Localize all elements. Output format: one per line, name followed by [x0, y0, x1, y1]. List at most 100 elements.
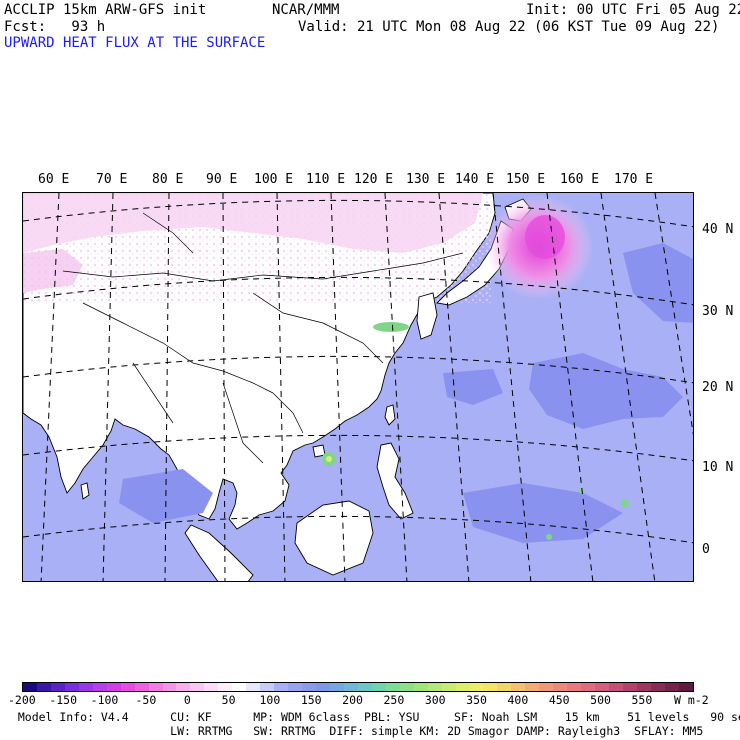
colorbar-swatch: [23, 683, 37, 691]
colorbar-tick-label: -150: [49, 693, 78, 707]
borneo-island: [294, 500, 374, 576]
colorbar-swatch: [650, 683, 665, 691]
colorbar-swatch: [622, 683, 637, 691]
colorbar-swatch: [64, 683, 79, 691]
graticule: [23, 193, 693, 581]
colorbar-tick-label: 150: [300, 693, 322, 707]
colorbar-tick-label: -50: [135, 693, 157, 707]
model-info-line2: LW: RRTMG SW: RRTMG DIFF: simple KM: 2D …: [4, 724, 704, 738]
colorbar-swatch: [106, 683, 121, 691]
longitude-label: 130 E: [406, 172, 446, 187]
colorbar-swatch: [581, 683, 596, 691]
philippines-islands: [376, 442, 414, 520]
pink-flux-mongolia: [23, 193, 483, 253]
colorbar-swatch: [78, 683, 93, 691]
colorbar-swatch: [176, 683, 191, 691]
colorbar-swatch: [399, 683, 414, 691]
valid-time: Valid: 21 UTC Mon 08 Aug 22 (06 KST Tue …: [298, 19, 720, 35]
colorbar-swatch: [497, 683, 512, 691]
colorbar-swatch: [636, 683, 651, 691]
colorbar-tick-label: 550: [631, 693, 653, 707]
colorbar-swatch: [441, 683, 456, 691]
latitude-label: 0: [702, 542, 710, 557]
colorbar-swatch: [371, 683, 386, 691]
colorbar-tick-label: 450: [548, 693, 570, 707]
colorbar-swatch: [385, 683, 400, 691]
colorbar-swatch: [92, 683, 107, 691]
blue-flux-patch-1: [529, 353, 683, 429]
blue-flux-patch-3: [119, 469, 213, 523]
longitude-label: 110 E: [306, 172, 346, 187]
colorbar-swatch: [525, 683, 540, 691]
model-title: ACCLIP 15km ARW-GFS init: [4, 2, 207, 18]
blue-flux-patch-2: [623, 243, 693, 323]
latitude-label: 40 N: [702, 222, 734, 237]
colorbar-tick-label: 400: [507, 693, 529, 707]
colorbar-swatch: [36, 683, 51, 691]
colorbar-swatch: [678, 683, 693, 691]
colorbar-swatch: [511, 683, 526, 691]
sri-lanka-island: [80, 482, 90, 500]
longitude-label: 80 E: [152, 172, 184, 187]
longitude-label: 120 E: [354, 172, 394, 187]
forecast-hour: Fcst: 93 h: [4, 19, 106, 35]
latitude-label: 10 N: [702, 460, 734, 475]
blue-flux-patch-4: [443, 369, 503, 405]
colorbar-tick-label: 500: [590, 693, 611, 707]
colorbar-tick-label: 350: [466, 693, 487, 707]
colorbar-tick-label: -100: [90, 693, 119, 707]
longitude-label: 70 E: [96, 172, 128, 187]
colorbar-swatch: [274, 683, 289, 691]
longitude-label: 90 E: [206, 172, 238, 187]
colorbar-tick-label: 200: [342, 693, 363, 707]
colorbar-swatch: [469, 683, 484, 691]
colorbar-swatch: [246, 683, 261, 691]
colorbar-swatch: [595, 683, 610, 691]
longitude-label: 60 E: [38, 172, 70, 187]
heat-flux-map: [23, 193, 693, 581]
korea-peninsula: [416, 292, 438, 340]
colorbar-swatch: [218, 683, 233, 691]
blue-flux-patch-5: [463, 483, 623, 543]
colorbar-tick-label: 50: [221, 693, 236, 707]
colorbar-swatch: [232, 683, 247, 691]
colorbar: [22, 682, 694, 692]
colorbar-swatch: [553, 683, 568, 691]
colorbar-swatch: [343, 683, 358, 691]
colorbar-tick-label: -200: [8, 693, 36, 707]
longitude-label: 150 E: [506, 172, 546, 187]
model-info-line1: Model Info: V4.4 CU: KF MP: WDM 6class P…: [4, 710, 740, 724]
colorbar-swatch: [148, 683, 163, 691]
colorbar-swatch: [609, 683, 623, 691]
colorbar-swatch: [316, 683, 330, 691]
init-time: Init: 00 UTC Fri 05 Aug 22: [526, 2, 740, 18]
colorbar-swatch: [413, 683, 428, 691]
colorbar-swatch: [120, 683, 135, 691]
longitude-label: 140 E: [455, 172, 495, 187]
colorbar-unit: W m-2: [674, 693, 709, 707]
field-title: UPWARD HEAT FLUX AT THE SURFACE: [4, 35, 266, 51]
colorbar-swatch: [134, 683, 149, 691]
sumatra-island: [184, 524, 254, 581]
colorbar-swatch: [539, 683, 554, 691]
colorbar-swatch: [162, 683, 177, 691]
green-flux-yellow-sea: [373, 322, 409, 332]
colorbar-swatch: [427, 683, 442, 691]
colorbar-swatch: [190, 683, 205, 691]
green-flux-pacific-1: [621, 499, 629, 507]
colorbar-swatch: [204, 683, 219, 691]
longitude-label: 160 E: [560, 172, 600, 187]
colorbar-swatch: [455, 683, 470, 691]
colorbar-swatch: [329, 683, 344, 691]
longitude-label: 170 E: [614, 172, 654, 187]
colorbar-tick-label: 100: [259, 693, 281, 707]
map-panel: [22, 192, 694, 582]
colorbar-swatch: [567, 683, 582, 691]
colorbar-swatch: [288, 683, 303, 691]
longitude-label: 100 E: [254, 172, 294, 187]
colorbar-swatch: [50, 683, 65, 691]
colorbar-tick-label: 250: [383, 693, 405, 707]
green-flux-pacific-3: [546, 534, 552, 540]
latitude-label: 20 N: [702, 380, 734, 395]
colorbar-swatch: [664, 683, 679, 691]
